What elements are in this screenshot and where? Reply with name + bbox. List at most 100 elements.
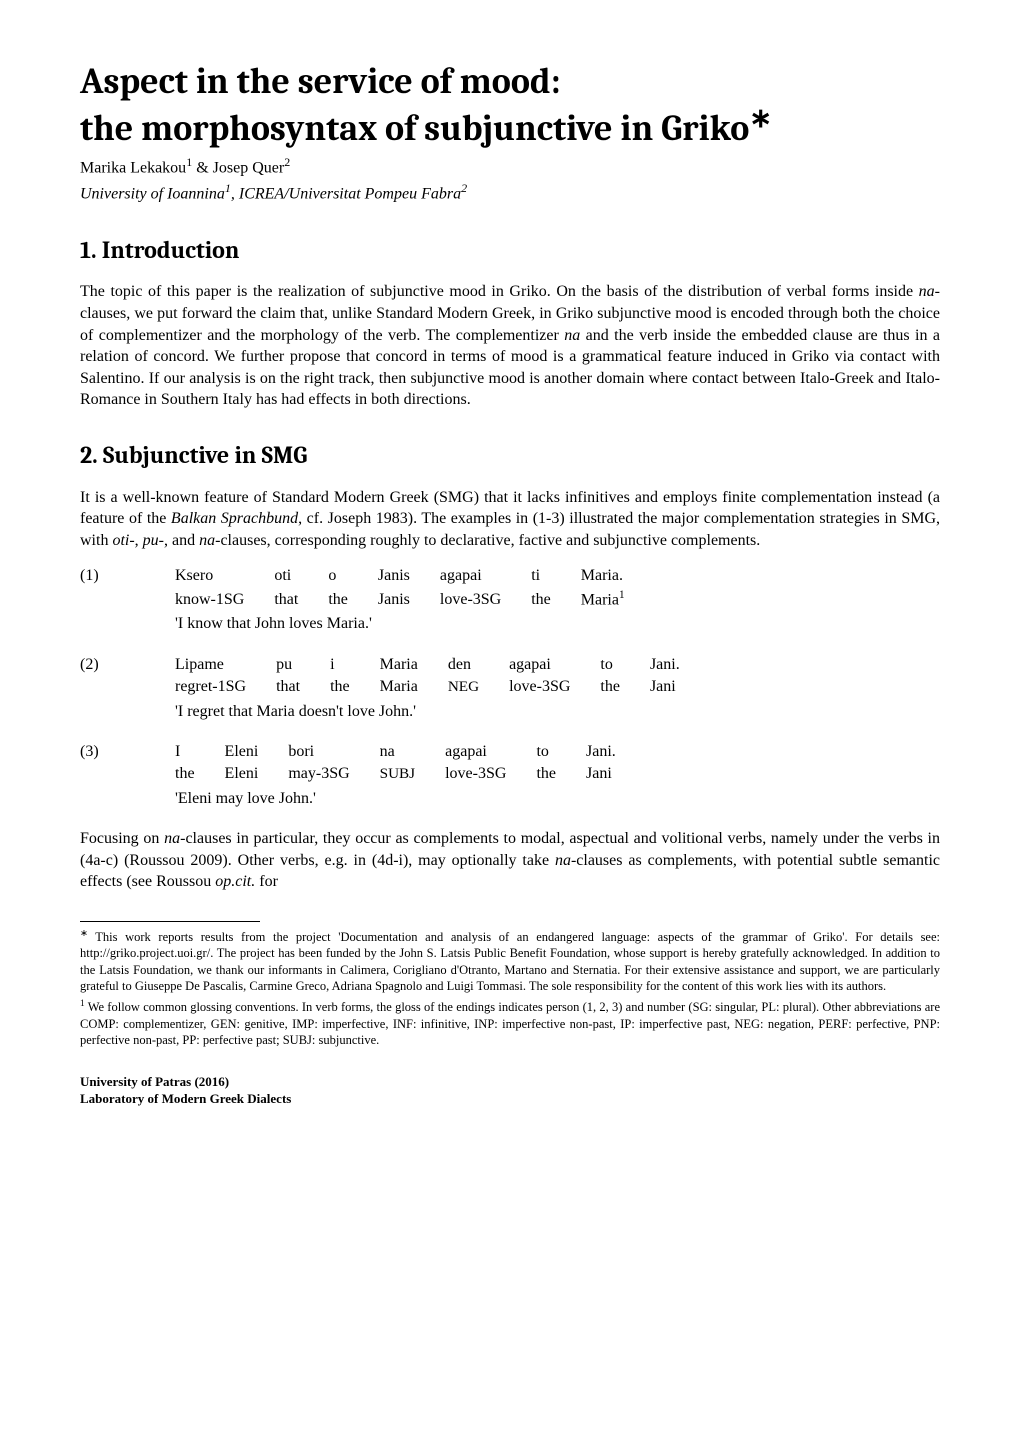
example-3-num: (3) bbox=[80, 741, 175, 786]
affiliation-1: University of Ioannina bbox=[80, 185, 225, 202]
title-line2: the morphosyntax of subjunctive in Griko bbox=[80, 108, 749, 149]
section-2-para-2: Focusing on na-clauses in particular, th… bbox=[80, 828, 940, 893]
footnote-ref: 1 bbox=[619, 589, 625, 601]
example-1-translation: 'I know that John loves Maria.' bbox=[80, 613, 940, 635]
gloss-cell: Maria1 bbox=[581, 588, 655, 612]
gloss-cell: Jani. bbox=[586, 741, 646, 763]
section-1-para-1: The topic of this paper is the realizati… bbox=[80, 281, 940, 411]
gloss-cell: o bbox=[328, 565, 378, 587]
gloss-cell: na bbox=[380, 741, 445, 763]
gloss-cell: the bbox=[175, 763, 225, 785]
text-run: love-3SG bbox=[440, 591, 501, 608]
gloss-cell: the bbox=[536, 763, 586, 785]
italic-term: op.cit. bbox=[215, 873, 255, 890]
text-run: may-3SG bbox=[288, 765, 349, 782]
author-1: Marika Lekakou bbox=[80, 160, 186, 177]
gloss-cell: Maria bbox=[380, 676, 448, 698]
text-run: love-3SG bbox=[509, 678, 570, 695]
text-run: The topic of this paper is the realizati… bbox=[80, 283, 919, 300]
example-2: (2) Lipame pu i Maria den agapai to Jani… bbox=[80, 654, 940, 723]
title-asterisk: ∗ bbox=[749, 103, 772, 134]
italic-term: oti bbox=[112, 532, 129, 549]
section-1-title: 1. Introduction bbox=[80, 234, 940, 268]
gloss-cell: Eleni bbox=[225, 741, 289, 763]
italic-term: Balkan Sprachbund bbox=[171, 510, 298, 527]
gloss-cell: pu bbox=[276, 654, 330, 676]
gloss-cell: may-3SG bbox=[288, 763, 379, 785]
gloss-cell: Maria. bbox=[581, 565, 655, 587]
gloss-cell: den bbox=[448, 654, 509, 676]
example-1-num: (1) bbox=[80, 565, 175, 611]
affiliation-2-sup: 2 bbox=[461, 181, 467, 195]
example-1: (1) Ksero oti o Janis agapai ti Maria. k… bbox=[80, 565, 940, 636]
gloss-cell: Janis bbox=[378, 588, 440, 612]
title-line1: Aspect in the service of mood: bbox=[80, 61, 561, 102]
gloss-cell: love-3SG bbox=[445, 763, 536, 785]
paper-title: Aspect in the service of mood: the morph… bbox=[80, 60, 940, 150]
example-3-translation: 'Eleni may love John.' bbox=[80, 788, 940, 810]
gloss-cell: regret-1SG bbox=[175, 676, 276, 698]
author-amp: & bbox=[192, 160, 212, 177]
text-run: Maria bbox=[581, 591, 619, 608]
section-2-title: 2. Subjunctive in SMG bbox=[80, 439, 940, 473]
footnote-text: We follow common glossing conventions. I… bbox=[80, 1000, 940, 1047]
text-run: , and bbox=[164, 532, 199, 549]
gloss-cell: Janis bbox=[378, 565, 440, 587]
gloss-cell: that bbox=[276, 676, 330, 698]
text-run: know-1SG bbox=[175, 591, 244, 608]
text-run: -clauses, corresponding roughly to decla… bbox=[215, 532, 760, 549]
gloss-cell: agapai bbox=[509, 654, 600, 676]
gloss-cell: the bbox=[330, 676, 380, 698]
footer-line-2: Laboratory of Modern Greek Dialects bbox=[80, 1091, 940, 1108]
gloss-cell: love-3SG bbox=[509, 676, 600, 698]
footer-line-1: University of Patras (2016) bbox=[80, 1074, 940, 1091]
gloss-cell: the bbox=[328, 588, 378, 612]
gloss-cell: agapai bbox=[440, 565, 531, 587]
footnote-separator bbox=[80, 921, 260, 922]
gloss-cell: Lipame bbox=[175, 654, 276, 676]
text-run: Focusing on bbox=[80, 830, 164, 847]
affiliation-2: ICREA/Universitat Pompeu Fabra bbox=[239, 185, 461, 202]
affiliation-sep: , bbox=[231, 185, 239, 202]
text-run: regret-1SG bbox=[175, 678, 246, 695]
gloss-cell: Jani bbox=[650, 676, 710, 698]
gloss-cell: SUBJ bbox=[380, 763, 445, 785]
gloss-cell: the bbox=[600, 676, 650, 698]
gloss-cell: know-1SG bbox=[175, 588, 274, 612]
gloss-cell: Eleni bbox=[225, 763, 289, 785]
italic-term: pu- bbox=[143, 532, 164, 549]
gloss-cell: I bbox=[175, 741, 225, 763]
author-2-sup: 2 bbox=[284, 155, 290, 169]
footnote-text: This work reports results from the proje… bbox=[80, 930, 940, 993]
gloss-cell: to bbox=[600, 654, 650, 676]
text-run: for bbox=[255, 873, 278, 890]
gloss-cell: ti bbox=[531, 565, 581, 587]
example-2-num: (2) bbox=[80, 654, 175, 699]
gloss-cell: love-3SG bbox=[440, 588, 531, 612]
italic-term: na bbox=[564, 327, 580, 344]
footnote-marker: ∗ bbox=[80, 929, 88, 939]
example-3: (3) I Eleni bori na agapai to Jani. the … bbox=[80, 741, 940, 810]
italic-term: na bbox=[164, 830, 180, 847]
footnote-asterisk: ∗ This work reports results from the pro… bbox=[80, 928, 940, 994]
italic-term: na bbox=[555, 852, 571, 869]
gloss-cell: agapai bbox=[445, 741, 536, 763]
author-2: Josep Quer bbox=[213, 160, 285, 177]
gloss-cell: Maria bbox=[380, 654, 448, 676]
gloss-cell: Ksero bbox=[175, 565, 274, 587]
text-run: -, bbox=[129, 532, 142, 549]
example-2-translation: 'I regret that Maria doesn't love John.' bbox=[80, 701, 940, 723]
gloss-cell: Jani bbox=[586, 763, 646, 785]
gloss-cell: i bbox=[330, 654, 380, 676]
author-line: Marika Lekakou1 & Josep Quer2 bbox=[80, 154, 940, 180]
gloss-cell: that bbox=[274, 588, 328, 612]
footnote-1: 1 We follow common glossing conventions.… bbox=[80, 998, 940, 1048]
gloss-cell: bori bbox=[288, 741, 379, 763]
gloss-cell: to bbox=[536, 741, 586, 763]
gloss-cell: oti bbox=[274, 565, 328, 587]
gloss-cell: the bbox=[531, 588, 581, 612]
affiliation-line: University of Ioannina1, ICREA/Universit… bbox=[80, 180, 940, 206]
gloss-cell: Jani. bbox=[650, 654, 710, 676]
italic-term: na bbox=[199, 532, 215, 549]
section-2-para-1: It is a well-known feature of Standard M… bbox=[80, 487, 940, 552]
